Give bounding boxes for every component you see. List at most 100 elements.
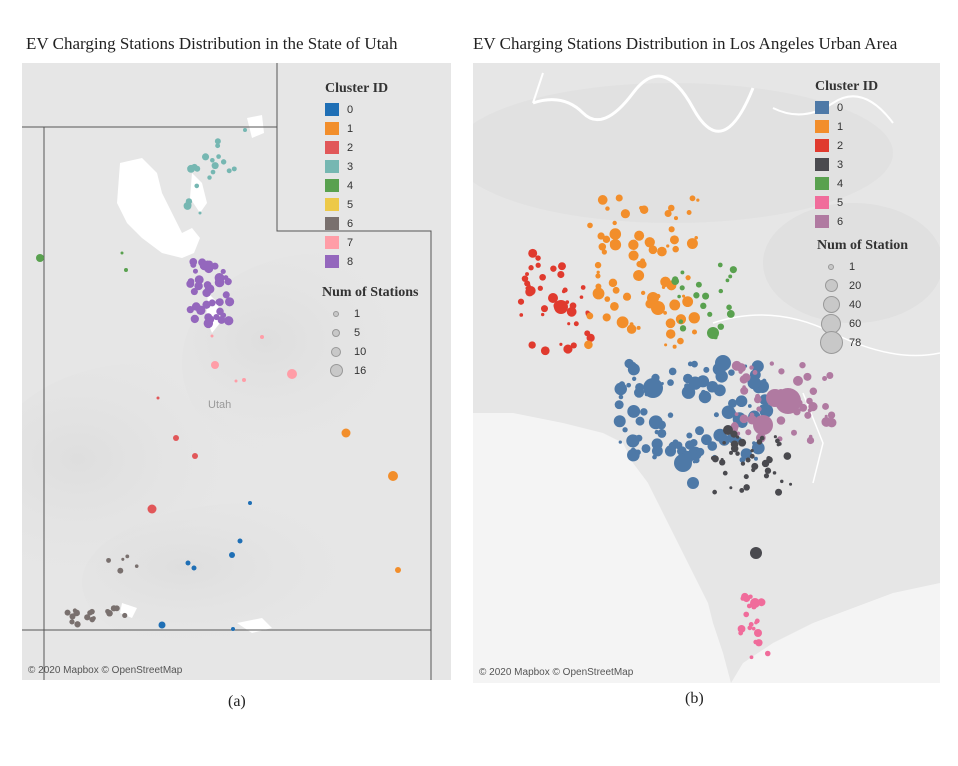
station-point[interactable] <box>804 411 812 419</box>
station-point[interactable] <box>671 277 680 286</box>
station-point[interactable] <box>550 265 557 272</box>
station-point[interactable] <box>736 435 740 439</box>
utah-legend-item-7[interactable]: 7 <box>325 233 388 252</box>
station-point[interactable] <box>665 329 676 339</box>
station-point[interactable] <box>592 287 605 300</box>
station-point[interactable] <box>203 318 214 329</box>
station-point[interactable] <box>685 440 695 450</box>
station-point[interactable] <box>121 557 125 561</box>
station-point[interactable] <box>210 334 214 338</box>
station-point[interactable] <box>723 425 733 435</box>
station-point[interactable] <box>622 292 632 301</box>
station-point[interactable] <box>703 366 710 373</box>
station-point[interactable] <box>772 471 777 475</box>
station-point[interactable] <box>707 327 719 339</box>
station-point[interactable] <box>713 412 719 418</box>
station-point[interactable] <box>527 283 531 288</box>
station-point[interactable] <box>84 614 91 621</box>
station-point[interactable] <box>122 612 128 619</box>
station-point[interactable] <box>639 205 644 211</box>
station-point[interactable] <box>635 416 645 426</box>
station-point[interactable] <box>602 313 611 322</box>
station-point[interactable] <box>743 474 749 480</box>
station-point[interactable] <box>734 412 739 417</box>
station-point[interactable] <box>739 488 745 493</box>
station-point[interactable] <box>694 235 698 240</box>
station-point[interactable] <box>791 429 797 436</box>
station-point[interactable] <box>113 605 120 612</box>
station-point[interactable] <box>740 386 749 395</box>
station-point[interactable] <box>755 393 761 400</box>
station-point[interactable] <box>186 279 195 288</box>
utah-legend-item-6[interactable]: 6 <box>325 214 388 233</box>
station-point[interactable] <box>780 479 784 484</box>
station-point[interactable] <box>207 175 212 180</box>
station-point[interactable] <box>203 281 212 289</box>
station-point[interactable] <box>674 454 692 472</box>
station-point[interactable] <box>778 368 785 375</box>
station-point[interactable] <box>677 294 681 299</box>
station-point[interactable] <box>667 204 675 212</box>
station-point[interactable] <box>559 342 563 346</box>
station-point[interactable] <box>710 455 716 461</box>
station-point[interactable] <box>194 275 204 285</box>
station-point[interactable] <box>783 452 792 460</box>
station-point[interactable] <box>660 276 671 287</box>
station-point[interactable] <box>190 288 198 296</box>
station-point[interactable] <box>728 274 733 279</box>
station-point[interactable] <box>613 415 626 428</box>
station-point[interactable] <box>341 428 351 438</box>
station-point[interactable] <box>260 335 264 339</box>
station-point[interactable] <box>609 228 622 240</box>
station-point[interactable] <box>729 266 737 274</box>
station-point[interactable] <box>202 260 213 271</box>
station-point[interactable] <box>807 408 812 413</box>
station-point[interactable] <box>216 307 224 316</box>
utah-legend-item-1[interactable]: 1 <box>325 119 388 138</box>
station-point[interactable] <box>738 630 744 636</box>
station-point[interactable] <box>194 281 203 291</box>
station-point[interactable] <box>678 319 684 324</box>
station-point[interactable] <box>751 462 759 470</box>
station-point[interactable] <box>682 296 694 308</box>
station-point[interactable] <box>395 567 401 573</box>
station-point[interactable] <box>754 620 758 625</box>
station-point[interactable] <box>185 560 191 566</box>
station-point[interactable] <box>764 650 771 657</box>
station-point[interactable] <box>156 396 160 400</box>
station-point[interactable] <box>248 501 252 505</box>
station-point[interactable] <box>769 361 774 366</box>
station-point[interactable] <box>211 162 219 170</box>
station-point[interactable] <box>729 450 733 455</box>
station-point[interactable] <box>715 355 731 371</box>
station-point[interactable] <box>528 248 538 258</box>
station-point[interactable] <box>225 297 235 307</box>
station-point[interactable] <box>627 405 641 418</box>
station-point[interactable] <box>822 403 829 410</box>
station-point[interactable] <box>766 389 784 407</box>
station-point[interactable] <box>627 363 640 376</box>
station-point[interactable] <box>826 372 834 380</box>
station-point[interactable] <box>822 376 828 381</box>
station-point[interactable] <box>799 403 808 412</box>
station-point[interactable] <box>752 441 756 445</box>
station-point[interactable] <box>632 376 637 381</box>
station-point[interactable] <box>680 270 685 275</box>
station-point[interactable] <box>569 302 577 310</box>
station-point[interactable] <box>753 415 773 435</box>
station-point[interactable] <box>751 441 765 455</box>
station-point[interactable] <box>125 554 130 559</box>
station-point[interactable] <box>557 262 566 271</box>
station-point[interactable] <box>689 195 696 202</box>
utah-legend-item-0[interactable]: 0 <box>325 100 388 119</box>
station-point[interactable] <box>688 312 700 324</box>
station-point[interactable] <box>688 376 702 390</box>
station-point[interactable] <box>696 198 700 202</box>
station-point[interactable] <box>702 292 710 300</box>
utah-map-credit[interactable]: © 2020 Mapbox © OpenStreetMap <box>28 665 183 676</box>
station-point[interactable] <box>72 608 78 613</box>
station-point[interactable] <box>525 272 529 277</box>
utah-legend-item-3[interactable]: 3 <box>325 157 388 176</box>
la-legend-item-1[interactable]: 1 <box>815 117 878 136</box>
station-point[interactable] <box>215 298 222 306</box>
